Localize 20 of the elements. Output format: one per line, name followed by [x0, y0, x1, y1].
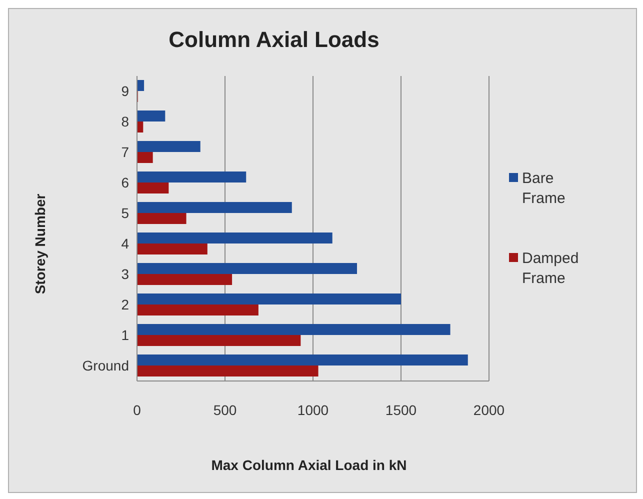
y-tick-label: 4	[121, 236, 130, 252]
y-tick-label: 5	[121, 205, 130, 222]
y-tick-label: 8	[121, 114, 130, 130]
chart-title: Column Axial Loads	[168, 27, 380, 53]
x-tick-label: 0	[133, 402, 142, 418]
y-tick-label: 6	[121, 174, 130, 191]
y-axis-title: Storey Number	[32, 193, 48, 294]
y-tick-label: 1	[121, 327, 130, 344]
x-tick-label: 500	[213, 402, 237, 418]
x-tick-label: 2000	[473, 402, 505, 418]
y-tick-label: Ground	[82, 358, 129, 374]
y-tick-label: 7	[121, 144, 130, 160]
y-tick-label: 9	[121, 83, 130, 100]
x-tick-label: 1000	[297, 402, 329, 418]
y-tick-label: 2	[121, 296, 130, 313]
x-axis-title: Max Column Axial Load in kN	[210, 457, 408, 473]
legend-label: Damped Frame	[522, 248, 580, 288]
legend-label: Bare Frame	[522, 168, 566, 208]
y-tick-label: 3	[121, 266, 130, 282]
x-tick-label: 1500	[385, 402, 417, 418]
